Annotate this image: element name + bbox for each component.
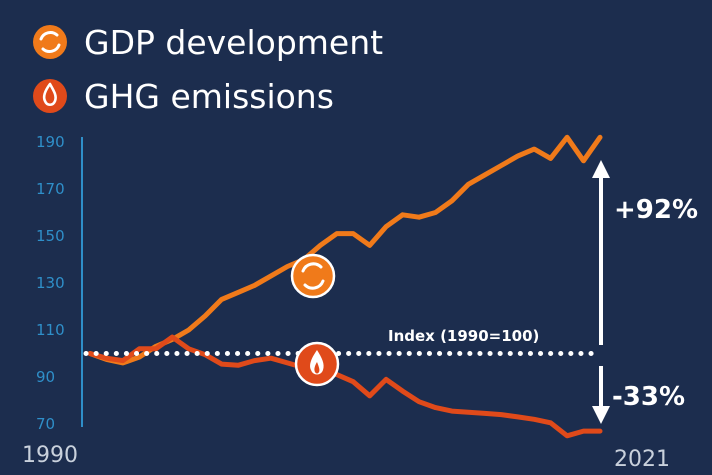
x-tick-label-start: 1990: [22, 443, 78, 468]
y-axis-ticks: 70 90 110 130 150 170 190: [36, 133, 65, 433]
y-tick-label: 70: [36, 415, 55, 433]
legend: GDP development GHG emissions: [33, 23, 383, 116]
x-tick-label-end: 2021: [614, 447, 670, 472]
y-tick-label: 90: [36, 368, 55, 386]
y-tick-label: 170: [36, 180, 65, 198]
legend-item-gdp: GDP development: [33, 23, 383, 62]
recycle-circle-icon: [33, 25, 67, 59]
legend-item-ghg: GHG emissions: [33, 77, 334, 116]
ghg-change-label: -33%: [612, 382, 685, 412]
y-tick-label: 190: [36, 133, 65, 151]
gdp-marker-icon: [290, 253, 336, 299]
y-tick-label: 130: [36, 274, 65, 292]
flame-circle-icon: [33, 79, 67, 113]
series-line-ghg: [87, 334, 603, 439]
gdp-change-label: +92%: [614, 195, 698, 225]
reference-line-label: Index (1990=100): [388, 327, 539, 345]
gdp-change-arrow: [592, 160, 610, 345]
ghg-marker-icon: [294, 341, 340, 387]
legend-label-ghg: GHG emissions: [84, 77, 334, 116]
legend-label-gdp: GDP development: [84, 23, 383, 62]
y-tick-label: 110: [36, 321, 65, 339]
ghg-change-arrow: [592, 366, 610, 424]
y-tick-label: 150: [36, 227, 65, 245]
